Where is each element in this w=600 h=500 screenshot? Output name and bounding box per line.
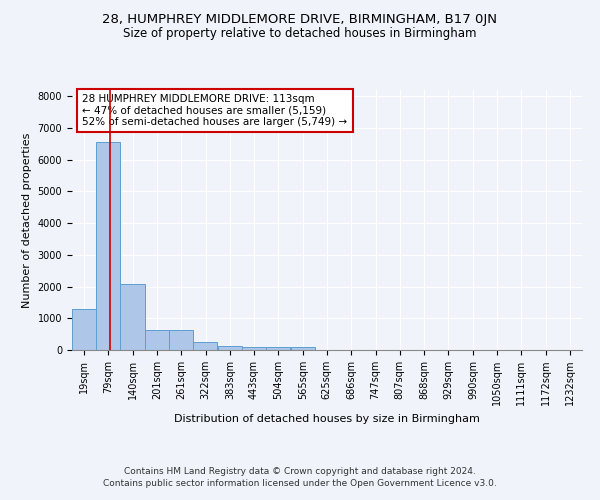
Text: 28, HUMPHREY MIDDLEMORE DRIVE, BIRMINGHAM, B17 0JN: 28, HUMPHREY MIDDLEMORE DRIVE, BIRMINGHA… (103, 12, 497, 26)
Bar (145, 330, 169, 350)
Bar (193, 342, 217, 350)
Bar (218, 346, 242, 350)
Text: 28 HUMPHREY MIDDLEMORE DRIVE: 113sqm
← 47% of detached houses are smaller (5,159: 28 HUMPHREY MIDDLEMORE DRIVE: 113sqm ← 4… (82, 94, 347, 127)
Text: Size of property relative to detached houses in Birmingham: Size of property relative to detached ho… (123, 28, 477, 40)
Bar (266, 348, 290, 350)
Bar (169, 330, 193, 350)
Bar (242, 346, 266, 350)
Bar (96, 142, 120, 350)
X-axis label: Distribution of detached houses by size in Birmingham: Distribution of detached houses by size … (174, 414, 480, 424)
Bar (290, 348, 315, 350)
Bar (72, 309, 96, 350)
Text: Contains HM Land Registry data © Crown copyright and database right 2024.: Contains HM Land Registry data © Crown c… (124, 467, 476, 476)
Bar (121, 284, 145, 350)
Text: Contains public sector information licensed under the Open Government Licence v3: Contains public sector information licen… (103, 478, 497, 488)
Y-axis label: Number of detached properties: Number of detached properties (22, 132, 32, 308)
